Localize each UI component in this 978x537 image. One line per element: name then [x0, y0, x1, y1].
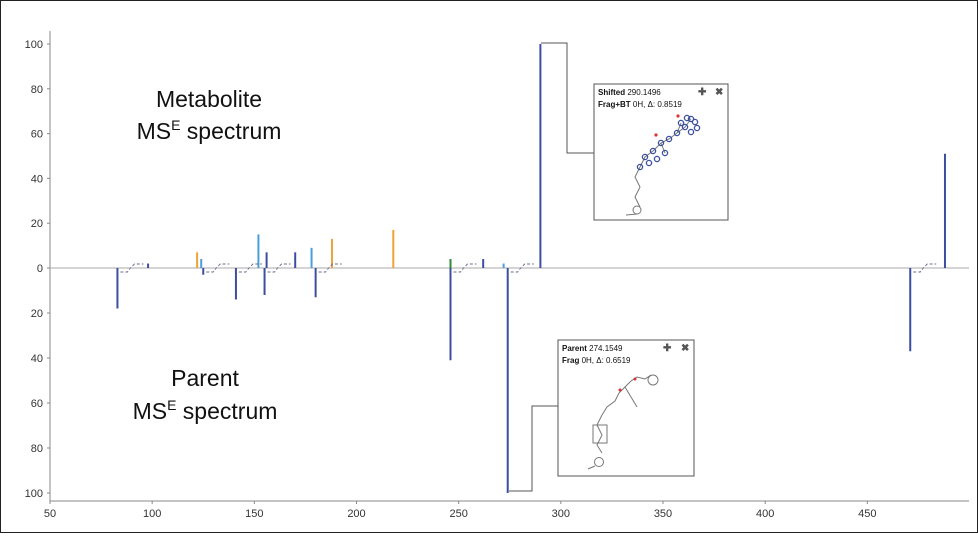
x-tick-label: 300: [552, 508, 570, 520]
isotope-step: [318, 263, 342, 273]
y-tick-label: 80: [31, 443, 43, 455]
y-tick-label: 100: [25, 488, 43, 500]
y-tick-label: 60: [31, 398, 43, 410]
isotope-step: [913, 263, 937, 273]
isotope-step: [206, 263, 230, 273]
popup-frag-line: Frag+BT 0H, Δ: 0.8519: [598, 100, 682, 109]
molecule-structure-icon: [587, 374, 659, 470]
close-icon[interactable]: ✖: [681, 343, 689, 354]
metabolite-label-line1: Metabolite: [156, 86, 262, 112]
x-tick-label: 200: [347, 508, 365, 520]
shifted-fragment-popup[interactable]: Shifted 290.1496 Frag+BT 0H, Δ: 0.8519 ✚…: [593, 83, 729, 221]
x-tick-label: 350: [654, 508, 672, 520]
pin-icon[interactable]: ✚: [663, 343, 672, 354]
y-tick-label: 20: [31, 218, 43, 230]
parent-callout-line: [509, 405, 558, 492]
shifted-callout-line: [541, 42, 594, 154]
molecule-structure-icon: [625, 114, 701, 216]
parent-label-line2: MSE spectrum: [133, 397, 278, 424]
y-tick-label: 100: [25, 39, 43, 51]
y-tick-label: 60: [31, 129, 43, 141]
y-tick-label: 40: [31, 173, 43, 185]
y-tick-label: 0: [37, 263, 43, 275]
parent-fragment-popup[interactable]: Parent 274.1549 Frag 0H, Δ: 0.6519 ✚ ✖: [557, 339, 695, 477]
x-tick-labels: 50 100 150 200 250 300 350 400 450: [44, 501, 877, 520]
x-tick-label: 100: [143, 508, 161, 520]
close-icon[interactable]: ✖: [715, 87, 723, 98]
isotope-markers: [120, 263, 937, 273]
x-tick-label: 150: [245, 508, 263, 520]
spectrum-peaks: [116, 44, 946, 493]
y-tick-label: 20: [31, 308, 43, 320]
pin-icon[interactable]: ✚: [698, 87, 707, 98]
isotope-step: [238, 263, 262, 273]
parent-label-line1: Parent: [171, 365, 239, 391]
popup-title: Shifted 290.1496: [598, 88, 661, 97]
popup-frag-line: Frag 0H, Δ: 0.6519: [562, 356, 631, 365]
isotope-step: [453, 263, 477, 273]
y-tick-labels: 100 80 60 40 20 0 20 40 60 80 100: [25, 39, 50, 500]
x-tick-label: 250: [449, 508, 467, 520]
popup-title: Parent 274.1549: [562, 344, 623, 353]
isotope-step: [267, 263, 291, 273]
x-tick-label: 400: [756, 508, 774, 520]
y-tick-label: 80: [31, 84, 43, 96]
isotope-step: [510, 263, 534, 273]
x-tick-label: 50: [44, 508, 56, 520]
x-tick-label: 450: [858, 508, 876, 520]
metabolite-label-line2: MSE spectrum: [137, 117, 282, 144]
y-tick-label: 40: [31, 353, 43, 365]
isotope-step: [120, 263, 144, 273]
